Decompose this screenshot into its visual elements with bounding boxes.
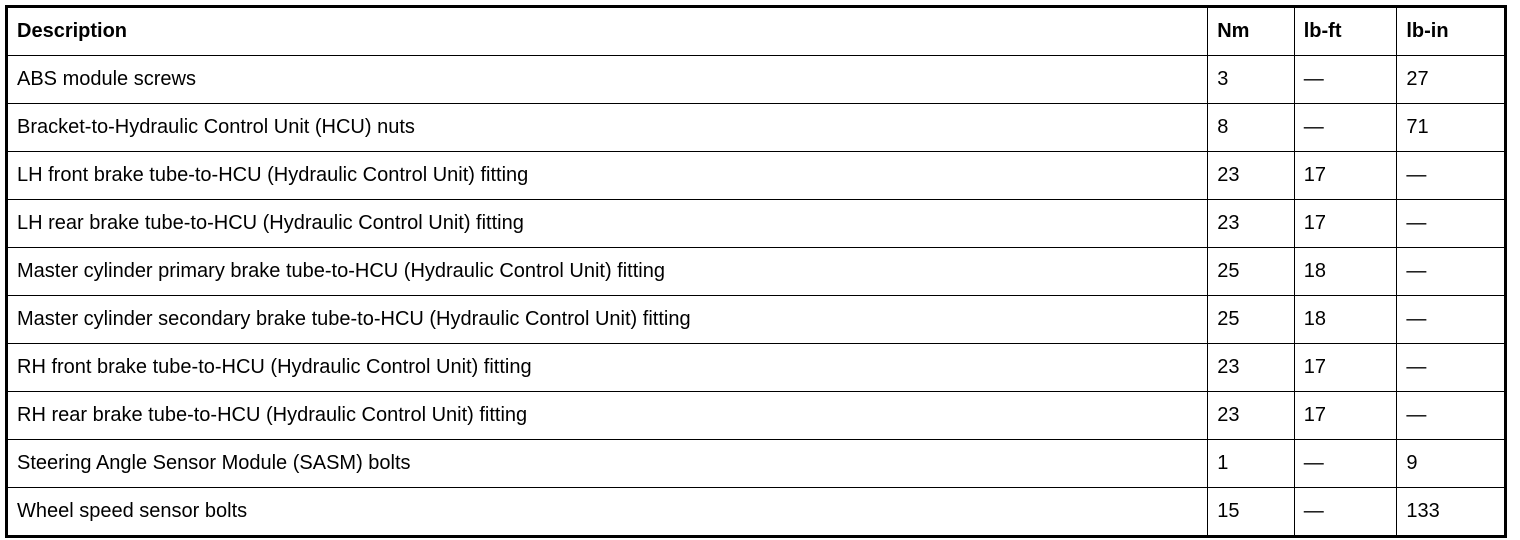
nm-cell: 3 <box>1207 55 1295 104</box>
description-cell: Master cylinder secondary brake tube-to-… <box>5 295 1209 344</box>
lb-ft-cell: — <box>1293 103 1398 152</box>
table-row: RH front brake tube-to-HCU (Hydraulic Co… <box>5 343 1506 392</box>
lb-ft-cell: 18 <box>1293 247 1398 296</box>
nm-cell: 8 <box>1207 103 1295 152</box>
description-cell: Steering Angle Sensor Module (SASM) bolt… <box>5 439 1209 488</box>
lb-ft-cell: 17 <box>1293 199 1398 248</box>
table-row: Wheel speed sensor bolts 15—133 <box>5 487 1506 537</box>
lb-ft-cell: — <box>1293 55 1398 104</box>
table-row: LH rear brake tube-to-HCU (Hydraulic Con… <box>5 199 1506 248</box>
table-row: Steering Angle Sensor Module (SASM) bolt… <box>5 439 1506 488</box>
description-cell: LH front brake tube-to-HCU (Hydraulic Co… <box>5 151 1209 200</box>
lb-in-cell: 27 <box>1396 55 1506 104</box>
lb-in-cell: — <box>1396 151 1506 200</box>
nm-cell: 25 <box>1207 295 1295 344</box>
description-cell: LH rear brake tube-to-HCU (Hydraulic Con… <box>5 199 1209 248</box>
table-row: ABS module screws 3—27 <box>5 55 1506 104</box>
torque-specifications-table: Description Nm lb-ft lb-in ABS module sc… <box>5 5 1507 538</box>
nm-cell: 15 <box>1207 487 1295 537</box>
lb-in-cell: — <box>1396 391 1506 440</box>
table-row: Bracket-to-Hydraulic Control Unit (HCU) … <box>5 103 1506 152</box>
lb-in-cell: — <box>1396 247 1506 296</box>
lb-in-cell: 9 <box>1396 439 1506 488</box>
nm-cell: 1 <box>1207 439 1295 488</box>
lb-ft-cell: — <box>1293 439 1398 488</box>
lb-ft-cell: — <box>1293 487 1398 537</box>
description-cell: Wheel speed sensor bolts <box>5 487 1209 537</box>
nm-cell: 25 <box>1207 247 1295 296</box>
lb-ft-cell: 18 <box>1293 295 1398 344</box>
lb-in-cell: 71 <box>1396 103 1506 152</box>
description-cell: Bracket-to-Hydraulic Control Unit (HCU) … <box>5 103 1209 152</box>
table-row: LH front brake tube-to-HCU (Hydraulic Co… <box>5 151 1506 200</box>
lb-ft-cell: 17 <box>1293 151 1398 200</box>
header-description: Description <box>5 6 1209 56</box>
lb-in-cell: — <box>1396 343 1506 392</box>
nm-cell: 23 <box>1207 391 1295 440</box>
table-row: Master cylinder secondary brake tube-to-… <box>5 295 1506 344</box>
nm-cell: 23 <box>1207 343 1295 392</box>
nm-cell: 23 <box>1207 199 1295 248</box>
header-row: Description Nm lb-ft lb-in <box>5 6 1506 56</box>
header-lb-in: lb-in <box>1396 6 1506 56</box>
header-lb-ft: lb-ft <box>1293 6 1398 56</box>
lb-in-cell: 133 <box>1396 487 1506 537</box>
lb-in-cell: — <box>1396 295 1506 344</box>
table-row: RH rear brake tube-to-HCU (Hydraulic Con… <box>5 391 1506 440</box>
lb-in-cell: — <box>1396 199 1506 248</box>
lb-ft-cell: 17 <box>1293 391 1398 440</box>
lb-ft-cell: 17 <box>1293 343 1398 392</box>
nm-cell: 23 <box>1207 151 1295 200</box>
description-cell: RH front brake tube-to-HCU (Hydraulic Co… <box>5 343 1209 392</box>
description-cell: RH rear brake tube-to-HCU (Hydraulic Con… <box>5 391 1209 440</box>
description-cell: Master cylinder primary brake tube-to-HC… <box>5 247 1209 296</box>
description-cell: ABS module screws <box>5 55 1209 104</box>
header-nm: Nm <box>1207 6 1295 56</box>
table-row: Master cylinder primary brake tube-to-HC… <box>5 247 1506 296</box>
